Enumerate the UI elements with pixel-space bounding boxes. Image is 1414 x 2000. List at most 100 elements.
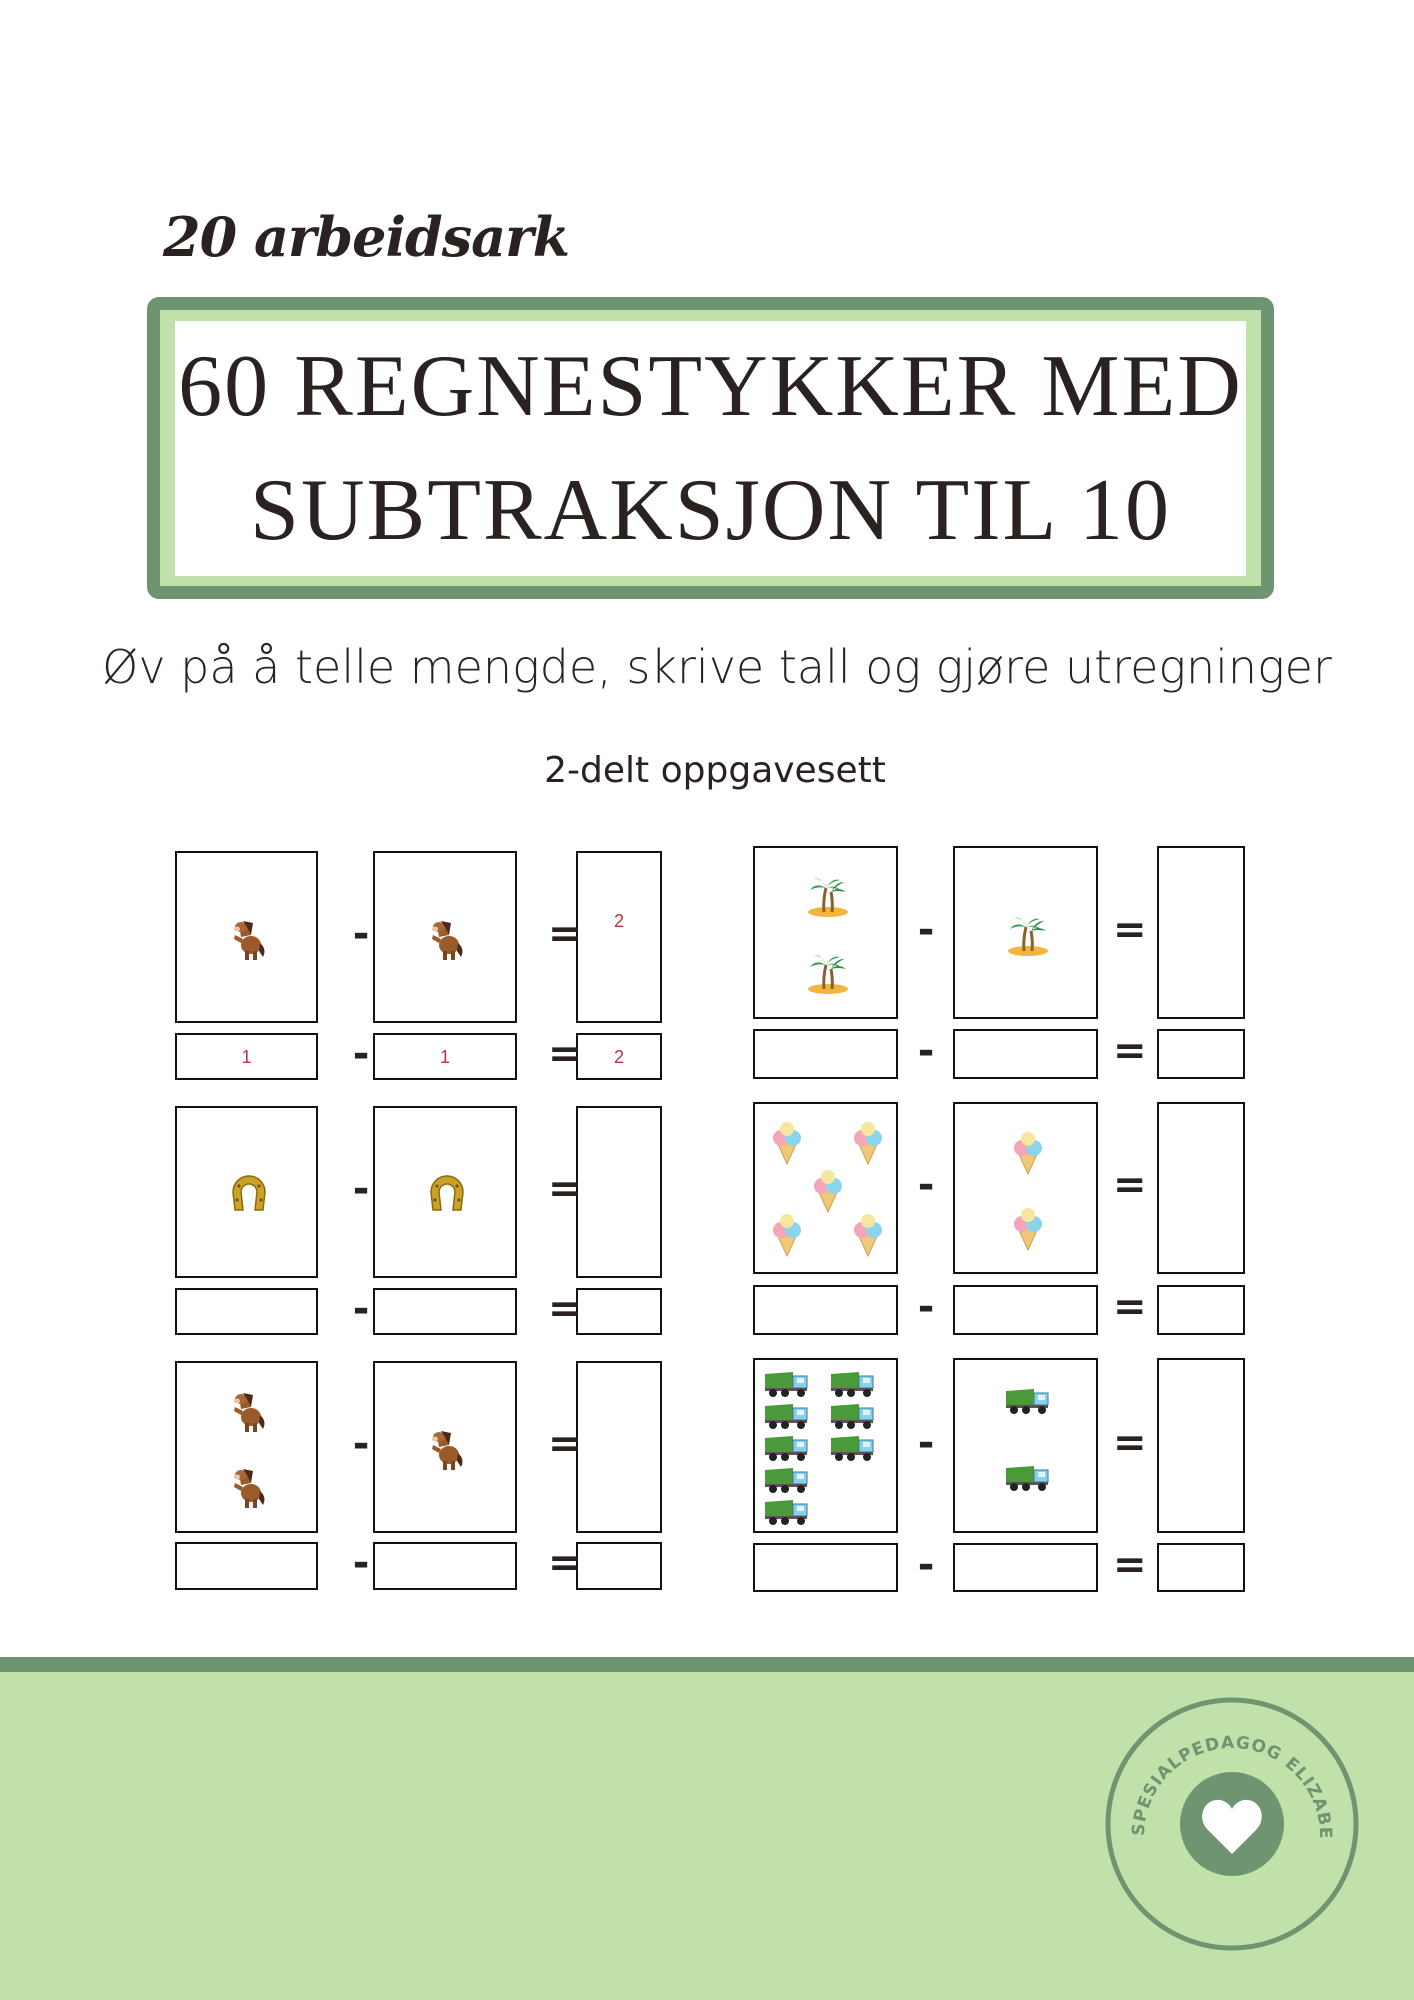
number-box-result[interactable]: [1157, 1543, 1245, 1592]
minus-sign: -: [352, 911, 370, 957]
ice-cream-icon: [763, 1210, 811, 1258]
picture-answer-box[interactable]: [1157, 1358, 1245, 1533]
picture-answer-box[interactable]: [576, 1106, 662, 1278]
brand-badge: SPESIALPEDAGOG ELIZABETH: [1104, 1696, 1359, 1951]
palm-island-icon: [1004, 911, 1052, 959]
equals-sign: =: [1113, 1162, 1147, 1208]
ice-cream-icon: [1004, 1204, 1052, 1252]
kicker-text: 20 arbeidsark: [163, 205, 570, 269]
equals-sign: =: [548, 911, 582, 957]
answer-text: 1: [241, 1046, 252, 1067]
dump-truck-icon: [763, 1368, 811, 1398]
dump-truck-icon: [1004, 1385, 1052, 1415]
ice-cream-icon: [1004, 1128, 1052, 1176]
dump-truck-icon: [1004, 1462, 1052, 1492]
picture-box-left: [753, 1102, 898, 1274]
ice-cream-icon: [844, 1118, 892, 1166]
equals-sign: =: [548, 1166, 582, 1212]
set-label: 2-delt oppgavesett: [544, 750, 886, 791]
minus-sign: -: [917, 1028, 935, 1074]
picture-answer-box[interactable]: [576, 1361, 662, 1533]
picture-box-left: [175, 1361, 318, 1533]
minus-sign: -: [352, 1166, 370, 1212]
horse-icon: [225, 1387, 273, 1435]
picture-box-right: [953, 1102, 1098, 1274]
number-box-left[interactable]: [753, 1285, 898, 1335]
number-box-left[interactable]: [753, 1543, 898, 1592]
dump-truck-icon: [763, 1464, 811, 1494]
minus-sign: -: [352, 1030, 370, 1077]
number-box-left[interactable]: [175, 1288, 318, 1335]
picture-answer-box[interactable]: 2: [576, 851, 662, 1023]
number-box-result[interactable]: [576, 1288, 662, 1335]
minus-sign: -: [917, 906, 935, 953]
number-box-right[interactable]: [373, 1542, 517, 1590]
palm-island-icon: [804, 872, 852, 920]
dump-truck-icon: [763, 1496, 811, 1526]
dump-truck-icon: [829, 1432, 877, 1462]
picture-box-left: [753, 846, 898, 1019]
number-box-right[interactable]: [373, 1288, 517, 1335]
equals-sign: =: [548, 1030, 582, 1077]
picture-box-right: [953, 1358, 1098, 1533]
ice-cream-icon: [763, 1118, 811, 1166]
dump-truck-icon: [829, 1368, 877, 1398]
number-box-left[interactable]: 1: [175, 1033, 318, 1080]
equals-sign: =: [548, 1540, 582, 1586]
horse-icon: [423, 1425, 471, 1473]
number-box-right[interactable]: [953, 1029, 1098, 1079]
equals-sign: =: [548, 1285, 582, 1332]
picture-answer-box[interactable]: [1157, 846, 1245, 1019]
number-box-result[interactable]: [1157, 1285, 1245, 1335]
number-box-left[interactable]: [753, 1029, 898, 1079]
equals-sign: =: [548, 1421, 582, 1467]
picture-answer-box[interactable]: [1157, 1102, 1245, 1274]
title-line-2: SUBTRAKSJON TIL 10: [250, 461, 1171, 559]
footer-stripe: [0, 1657, 1414, 1672]
picture-box-left: [753, 1358, 898, 1533]
number-box-left[interactable]: [175, 1542, 318, 1590]
subtitle: Øv på å telle mengde, skrive tall og gjø…: [102, 640, 1332, 694]
equals-sign: =: [1113, 1028, 1147, 1074]
number-box-result[interactable]: [1157, 1029, 1245, 1079]
ice-cream-icon: [804, 1166, 852, 1214]
title-line-1: 60 REGNESTYKKER MED: [178, 337, 1243, 435]
heart-icon: [1202, 1799, 1262, 1854]
number-box-right[interactable]: 1: [373, 1033, 517, 1080]
number-box-right[interactable]: [953, 1285, 1098, 1335]
picture-box-right: [373, 1106, 517, 1278]
picture-box-left: [175, 1106, 318, 1278]
answer-text: 1: [439, 1046, 450, 1067]
horseshoe-icon: [423, 1170, 471, 1218]
title-panel: 60 REGNESTYKKER MED SUBTRAKSJON TIL 10: [175, 321, 1246, 576]
equals-sign: =: [1113, 906, 1147, 953]
palm-island-icon: [804, 949, 852, 997]
number-box-result[interactable]: 2: [576, 1033, 662, 1080]
equals-sign: =: [1113, 1541, 1147, 1588]
minus-sign: -: [917, 1162, 935, 1208]
answer-text: 2: [613, 1046, 624, 1067]
dump-truck-icon: [829, 1400, 877, 1430]
dump-truck-icon: [763, 1400, 811, 1430]
picture-box-right: [953, 846, 1098, 1019]
minus-sign: -: [352, 1285, 370, 1332]
minus-sign: -: [917, 1541, 935, 1588]
minus-sign: -: [917, 1284, 935, 1330]
title-frame: 60 REGNESTYKKER MED SUBTRAKSJON TIL 10: [147, 297, 1274, 599]
picture-box-left: [175, 851, 318, 1023]
picture-box-right: [373, 1361, 517, 1533]
footer-band: [0, 1672, 1414, 2000]
answer-text: 2: [613, 911, 624, 931]
number-box-right[interactable]: [953, 1543, 1098, 1592]
horseshoe-icon: [225, 1170, 273, 1218]
equals-sign: =: [1113, 1284, 1147, 1330]
horse-icon: [225, 915, 273, 963]
horse-icon: [423, 915, 471, 963]
equals-sign: =: [1113, 1419, 1147, 1466]
ice-cream-icon: [844, 1210, 892, 1258]
horse-icon: [225, 1463, 273, 1511]
number-box-result[interactable]: [576, 1542, 662, 1590]
minus-sign: -: [352, 1421, 370, 1467]
dump-truck-icon: [763, 1432, 811, 1462]
